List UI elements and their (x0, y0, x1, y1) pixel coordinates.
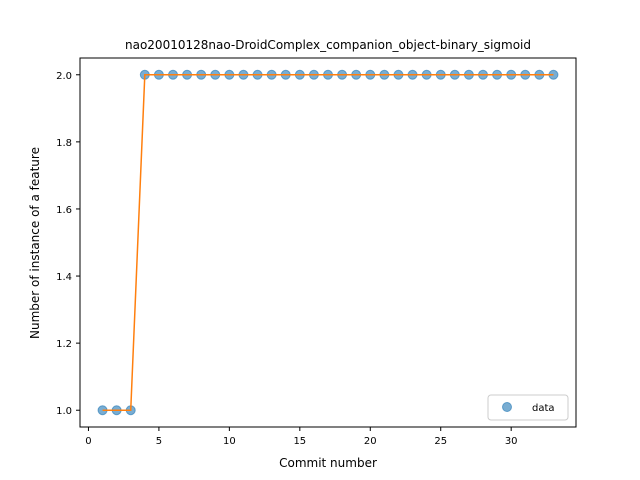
x-tick-label: 0 (85, 436, 91, 447)
x-tick-label: 15 (293, 436, 306, 447)
x-tick-label: 5 (156, 436, 162, 447)
x-tick-label: 10 (223, 436, 236, 447)
y-tick-label: 1.8 (56, 138, 72, 149)
legend-frame (487, 394, 569, 421)
y-tick-label: 1.6 (56, 205, 72, 216)
axes: 0 5 10 15 20 25 30 1.0 1.2 1.4 1.6 1.8 2.0 (56, 57, 577, 447)
x-tick-label: 25 (434, 436, 447, 447)
x-tick-label: 30 (505, 436, 518, 447)
plot-area (97, 69, 559, 416)
y-tick-label: 1.4 (56, 272, 72, 283)
x-axis-label: Commit number (279, 456, 377, 470)
y-axis-label: Number of instance of a feature (28, 147, 42, 339)
y-tick-label: 1.0 (56, 406, 72, 417)
axes-frame (79, 57, 577, 428)
legend-label-data: data (532, 403, 555, 414)
y-tick-label: 2.0 (56, 71, 72, 82)
fit-line (102, 74, 554, 411)
y-tick-label: 1.2 (56, 339, 72, 350)
legend-marker (502, 402, 512, 412)
x-tick-label: 20 (364, 436, 377, 447)
legend: data (487, 394, 569, 421)
chart-title: nao20010128nao-DroidComplex_companion_ob… (125, 38, 531, 52)
